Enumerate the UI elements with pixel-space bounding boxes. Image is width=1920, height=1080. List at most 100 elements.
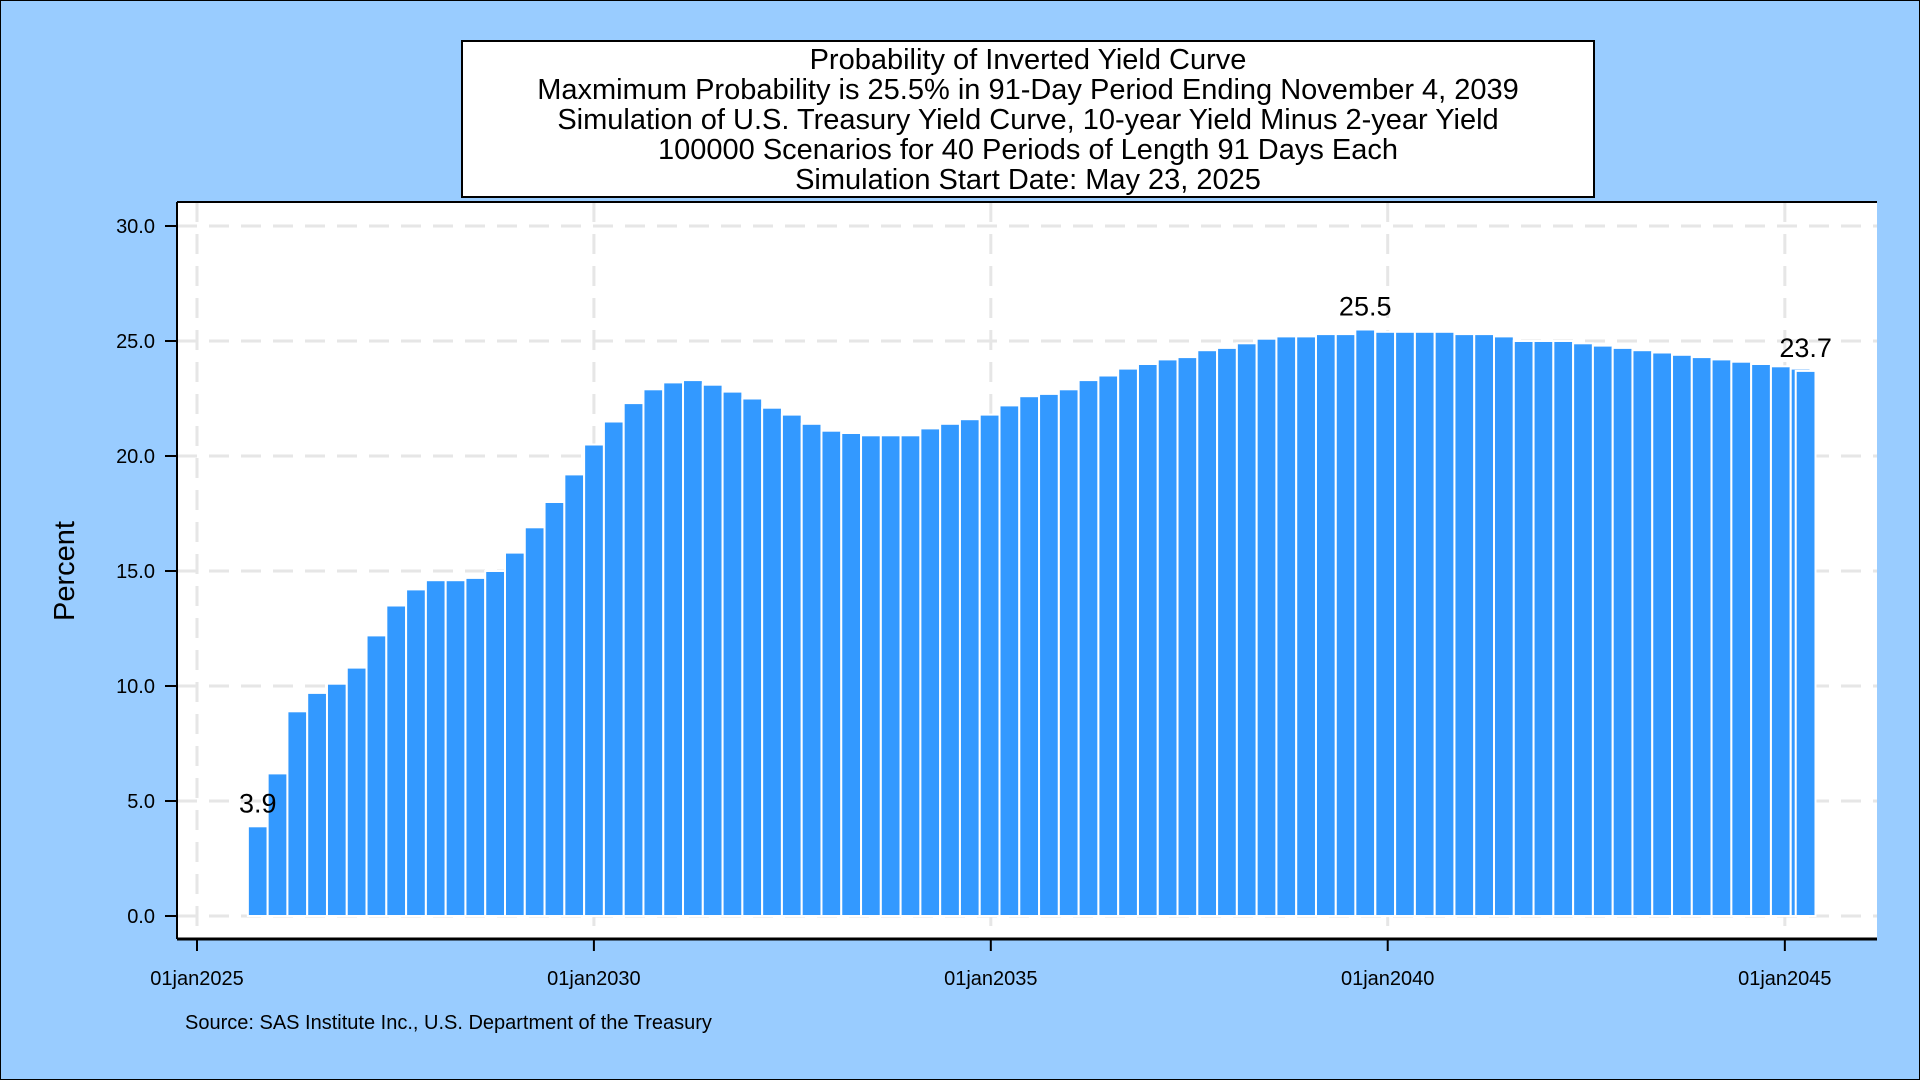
y-tick-label: 0.0 bbox=[127, 906, 155, 928]
bar bbox=[325, 682, 348, 918]
y-axis-label: Percent bbox=[49, 521, 81, 621]
x-tick-label: 01jan2030 bbox=[547, 968, 640, 990]
bar bbox=[1493, 335, 1515, 917]
y-tick-label: 5.0 bbox=[127, 791, 155, 813]
bar bbox=[1235, 342, 1258, 917]
bar bbox=[761, 406, 783, 917]
bar bbox=[1018, 395, 1041, 917]
chart-title-box: Probability of Inverted Yield Curve Maxm… bbox=[461, 40, 1595, 198]
bar bbox=[306, 691, 328, 918]
bar bbox=[899, 434, 922, 917]
bar bbox=[1433, 330, 1456, 917]
bar bbox=[840, 432, 863, 917]
bar bbox=[286, 710, 309, 917]
bar bbox=[780, 413, 803, 917]
bar bbox=[1532, 340, 1555, 917]
bar bbox=[958, 418, 981, 917]
bar bbox=[1275, 335, 1298, 917]
bar bbox=[1196, 349, 1219, 917]
bar bbox=[1512, 340, 1535, 917]
bar bbox=[1077, 379, 1100, 918]
bar bbox=[1374, 330, 1397, 917]
bar bbox=[1473, 333, 1496, 918]
bar bbox=[1710, 358, 1733, 917]
bar bbox=[464, 576, 487, 918]
bar bbox=[1394, 330, 1416, 917]
chart-title-line-4: 100000 Scenarios for 40 Periods of Lengt… bbox=[658, 134, 1398, 166]
bar bbox=[1038, 392, 1060, 917]
bar bbox=[1097, 374, 1120, 917]
bar bbox=[622, 402, 645, 918]
bar bbox=[1611, 346, 1634, 917]
bar bbox=[365, 634, 388, 918]
bar bbox=[1176, 356, 1199, 918]
bar bbox=[1651, 351, 1674, 917]
bar bbox=[800, 422, 823, 917]
bar bbox=[563, 473, 586, 917]
data-label: 3.9 bbox=[239, 788, 277, 818]
x-tick-label: 01jan2035 bbox=[944, 968, 1037, 990]
bar bbox=[1631, 349, 1654, 917]
data-labels: 3.9 25.5 23.7 bbox=[239, 292, 1832, 819]
bar bbox=[662, 381, 685, 917]
bar bbox=[385, 604, 408, 917]
bar-series bbox=[246, 328, 1817, 918]
chart-title-line-2: Maxmimum Probability is 25.5% in 91-Day … bbox=[537, 74, 1519, 106]
x-tick-label: 01jan2025 bbox=[150, 968, 243, 990]
y-tick-label: 30.0 bbox=[116, 216, 155, 238]
bar bbox=[1730, 360, 1753, 917]
bar bbox=[1794, 369, 1817, 917]
x-tick-label: 01jan2045 bbox=[1738, 968, 1831, 990]
bar bbox=[1354, 328, 1377, 917]
bar bbox=[1255, 337, 1278, 917]
bar bbox=[860, 434, 882, 917]
y-tick-label: 15.0 bbox=[116, 561, 155, 583]
bar bbox=[1334, 333, 1357, 918]
bar bbox=[1117, 367, 1139, 918]
bar bbox=[1769, 365, 1792, 917]
bar bbox=[345, 666, 368, 917]
bar bbox=[1057, 388, 1080, 917]
source-note: Source: SAS Institute Inc., U.S. Departm… bbox=[185, 1012, 712, 1034]
chart-title-line-1: Probability of Inverted Yield Curve bbox=[809, 44, 1247, 76]
bar bbox=[246, 825, 269, 917]
data-label: 23.7 bbox=[1779, 333, 1832, 363]
data-label: 25.5 bbox=[1339, 292, 1392, 322]
bar bbox=[741, 397, 764, 917]
bar bbox=[1591, 344, 1614, 918]
bar bbox=[1671, 353, 1693, 917]
bar bbox=[919, 427, 942, 917]
y-tick-label: 20.0 bbox=[116, 446, 155, 468]
bar bbox=[484, 570, 507, 917]
bar bbox=[1136, 363, 1159, 917]
bar bbox=[1552, 340, 1575, 917]
bar bbox=[721, 390, 744, 918]
bar bbox=[701, 383, 724, 917]
chart-title-line-5: Simulation Start Date: May 23, 2025 bbox=[795, 164, 1261, 196]
bar bbox=[583, 443, 605, 917]
bar bbox=[424, 579, 447, 917]
bar bbox=[978, 413, 1001, 917]
x-tick-label: 01jan2040 bbox=[1341, 968, 1434, 990]
bar bbox=[1750, 363, 1772, 917]
bar bbox=[1295, 335, 1317, 917]
axes: 0.0 5.0 10.0 15.0 20.0 25.0 30.0 01jan2025 01jan… bbox=[116, 201, 1877, 990]
y-tick-label: 25.0 bbox=[116, 331, 155, 353]
bar bbox=[602, 420, 625, 917]
bar bbox=[1413, 330, 1436, 917]
bar bbox=[682, 379, 704, 918]
bar bbox=[1156, 358, 1179, 917]
bar bbox=[1572, 342, 1594, 917]
bar bbox=[1314, 333, 1337, 918]
bar bbox=[1690, 356, 1713, 918]
chart-title-line-3: Simulation of U.S. Treasury Yield Curve,… bbox=[557, 104, 1499, 136]
y-tick-label: 10.0 bbox=[116, 676, 155, 698]
bar bbox=[543, 501, 566, 917]
bar bbox=[504, 551, 526, 917]
bar bbox=[523, 526, 546, 917]
bar bbox=[879, 434, 902, 917]
bar bbox=[939, 422, 961, 917]
bar bbox=[444, 579, 467, 917]
